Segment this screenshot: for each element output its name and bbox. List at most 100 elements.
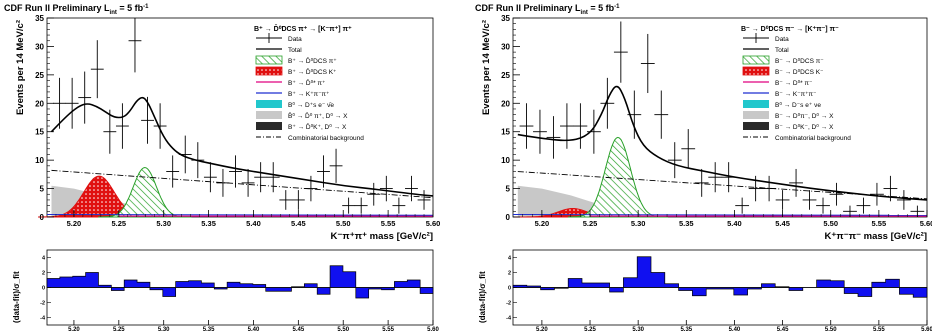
legend-label: B⁻ → D⁰π⁻, D⁰ → X <box>775 112 834 120</box>
pull-x-tick-label: 5.35 <box>203 327 215 331</box>
legend-swatch-fill <box>743 100 769 108</box>
legend-swatch-fill <box>743 111 769 119</box>
legend-label: Data <box>775 36 789 43</box>
pull-histogram <box>46 265 434 299</box>
x-tick-label: 5.45 <box>291 219 306 228</box>
pull-x-tick-label: 5.60 <box>921 327 932 331</box>
legend-label: B⁻ → K⁻π⁺π⁻ <box>775 91 817 98</box>
y-tick-label: 15 <box>35 128 44 137</box>
pull-x-tick-label: 5.60 <box>427 327 439 331</box>
legend-title: B⁺ → D̄⁰DCS π⁺ → [K⁻π⁺] π⁺ <box>254 24 352 33</box>
y-tick-label: 0 <box>506 213 511 222</box>
x-tick-label: 5.40 <box>727 219 742 228</box>
y-tick-label: 10 <box>501 156 510 165</box>
pull-y-tick-label: 2 <box>42 271 45 277</box>
legend-swatch-fill <box>742 55 770 65</box>
chart-title: CDF Run II Preliminary Lint = 5 fb-1 <box>475 3 620 16</box>
chart-title: CDF Run II Preliminary Lint = 5 fb-1 <box>4 3 149 16</box>
y-tick-label: 20 <box>501 99 510 108</box>
y-tick-label: 25 <box>35 71 44 80</box>
total-fit-curve <box>517 85 928 201</box>
x-tick-label: 5.20 <box>67 219 82 228</box>
legend-label: B⁰ → D⁻s e⁺ νe <box>775 101 821 109</box>
pull-x-tick-label: 5.30 <box>632 327 644 331</box>
legend-label: Data <box>288 36 302 43</box>
chart-panel-left: CDF Run II Preliminary Lint = 5 fb-1 0 5 10… <box>4 3 441 333</box>
legend-title: B⁻ → D⁰DCS π⁻ → [K⁺π⁻] π⁻ <box>741 25 839 33</box>
legend-label: B⁺ → K⁺π⁻π⁺ <box>288 91 330 98</box>
legend-label: B⁰ → D⁺s e⁻ ν̄e <box>288 101 334 109</box>
combinatorial-background-line <box>51 169 434 199</box>
y-tick-label: 5 <box>40 185 45 194</box>
pull-x-tick-label: 5.50 <box>825 327 837 331</box>
pull-y-tick-label: 4 <box>508 256 512 262</box>
legend-swatch-fill <box>743 122 769 130</box>
pull-x-tick-label: 5.20 <box>68 327 80 331</box>
pull-x-tick-label: 5.30 <box>158 327 170 331</box>
y-tick-label: 25 <box>501 71 510 80</box>
pull-y-tick-label: -2 <box>40 301 45 307</box>
y-tick-label: 30 <box>501 42 510 51</box>
x-tick-label: 5.55 <box>872 219 887 228</box>
component-kpipi-line <box>512 213 928 216</box>
legend-swatch-fill <box>256 100 282 108</box>
legend-label: Total <box>775 47 789 54</box>
y-axis-title: Events per 14 MeV/c² <box>481 20 492 115</box>
legend-label: B⁺ → D̄⁰DCS π⁺ <box>288 57 337 65</box>
pull-y-tick-label: 2 <box>508 271 511 277</box>
x-tick-label: 5.60 <box>426 219 441 228</box>
chart-title-sup: -1 <box>143 4 149 10</box>
chart-title-main: CDF Run II Preliminary L <box>4 3 110 13</box>
legend-label: B⁻ → D⁰K⁻, D⁰ → X <box>775 123 834 131</box>
x-axis-title: K⁻π⁺π⁺ mass [GeV/c²] <box>331 231 433 242</box>
legend-label: Combinatorial background <box>775 135 851 142</box>
pull-x-tick-label: 5.45 <box>293 327 305 331</box>
main-plot-frame <box>512 17 928 218</box>
pull-x-tick-label: 5.25 <box>113 327 125 331</box>
x-tick-label: 5.25 <box>583 219 598 228</box>
pull-x-tick-label: 5.40 <box>729 327 741 331</box>
legend-swatch-fill <box>256 111 282 119</box>
pull-y-tick-label: -2 <box>506 301 511 307</box>
x-tick-label: 5.30 <box>156 219 171 228</box>
x-tick-label: 5.40 <box>246 219 261 228</box>
chart-title-sub: int <box>110 10 117 16</box>
legend-label: B⁺ → D̄⁰DCS K⁺ <box>288 68 337 76</box>
pull-x-tick-label: 5.50 <box>337 327 349 331</box>
y-tick-label: 15 <box>501 128 510 137</box>
pull-y-tick-label: -4 <box>506 316 512 322</box>
y-tick-label: 5 <box>506 185 511 194</box>
y-tick-label: 10 <box>35 156 44 165</box>
pull-y-tick-label: 0 <box>508 286 511 292</box>
x-tick-label: 5.50 <box>823 219 838 228</box>
chart-title-main: CDF Run II Preliminary L <box>475 3 581 13</box>
legend-swatch-fill <box>255 55 283 65</box>
pull-axis-title: (data-fit)/σ_fit <box>478 271 487 323</box>
pull-x-tick-label: 5.35 <box>680 327 692 331</box>
pull-x-tick-label: 5.45 <box>777 327 789 331</box>
total-fit-curve <box>50 96 434 197</box>
x-tick-label: 5.35 <box>201 219 216 228</box>
chart-panel-right: CDF Run II Preliminary Lint = 5 fb-1 0 5 10… <box>475 3 932 333</box>
chart-title-tail: = 5 fb <box>588 3 615 13</box>
y-tick-label: 30 <box>35 42 44 51</box>
legend-label: Total <box>288 47 302 54</box>
y-tick-label: 20 <box>35 99 44 108</box>
pull-x-tick-label: 5.25 <box>584 327 596 331</box>
legend-label: B̄⁰ → D̄⁰ π⁺, D⁰ → X <box>288 112 348 120</box>
legend-label: Combinatorial background <box>288 135 364 142</box>
x-tick-label: 5.60 <box>920 219 932 228</box>
legend-swatch-fill <box>742 66 770 76</box>
x-axis-title: K⁺π⁻π⁻ mass [GeV/c²] <box>825 231 927 242</box>
pull-y-tick-label: 4 <box>42 256 46 262</box>
legend-label: B⁺ → D̄⁰K⁺, D⁰ → X <box>288 123 347 131</box>
pull-histogram <box>512 256 928 298</box>
y-axis-title: Events per 14 MeV/c² <box>15 20 26 115</box>
y-tick-label: 35 <box>35 14 44 23</box>
legend-label: B⁻ → D⁰DCS K⁻ <box>775 68 824 76</box>
pull-x-tick-label: 5.55 <box>873 327 885 331</box>
legend-label: B⁻ → D⁰DCS π⁻ <box>775 57 824 65</box>
x-tick-label: 5.25 <box>112 219 127 228</box>
